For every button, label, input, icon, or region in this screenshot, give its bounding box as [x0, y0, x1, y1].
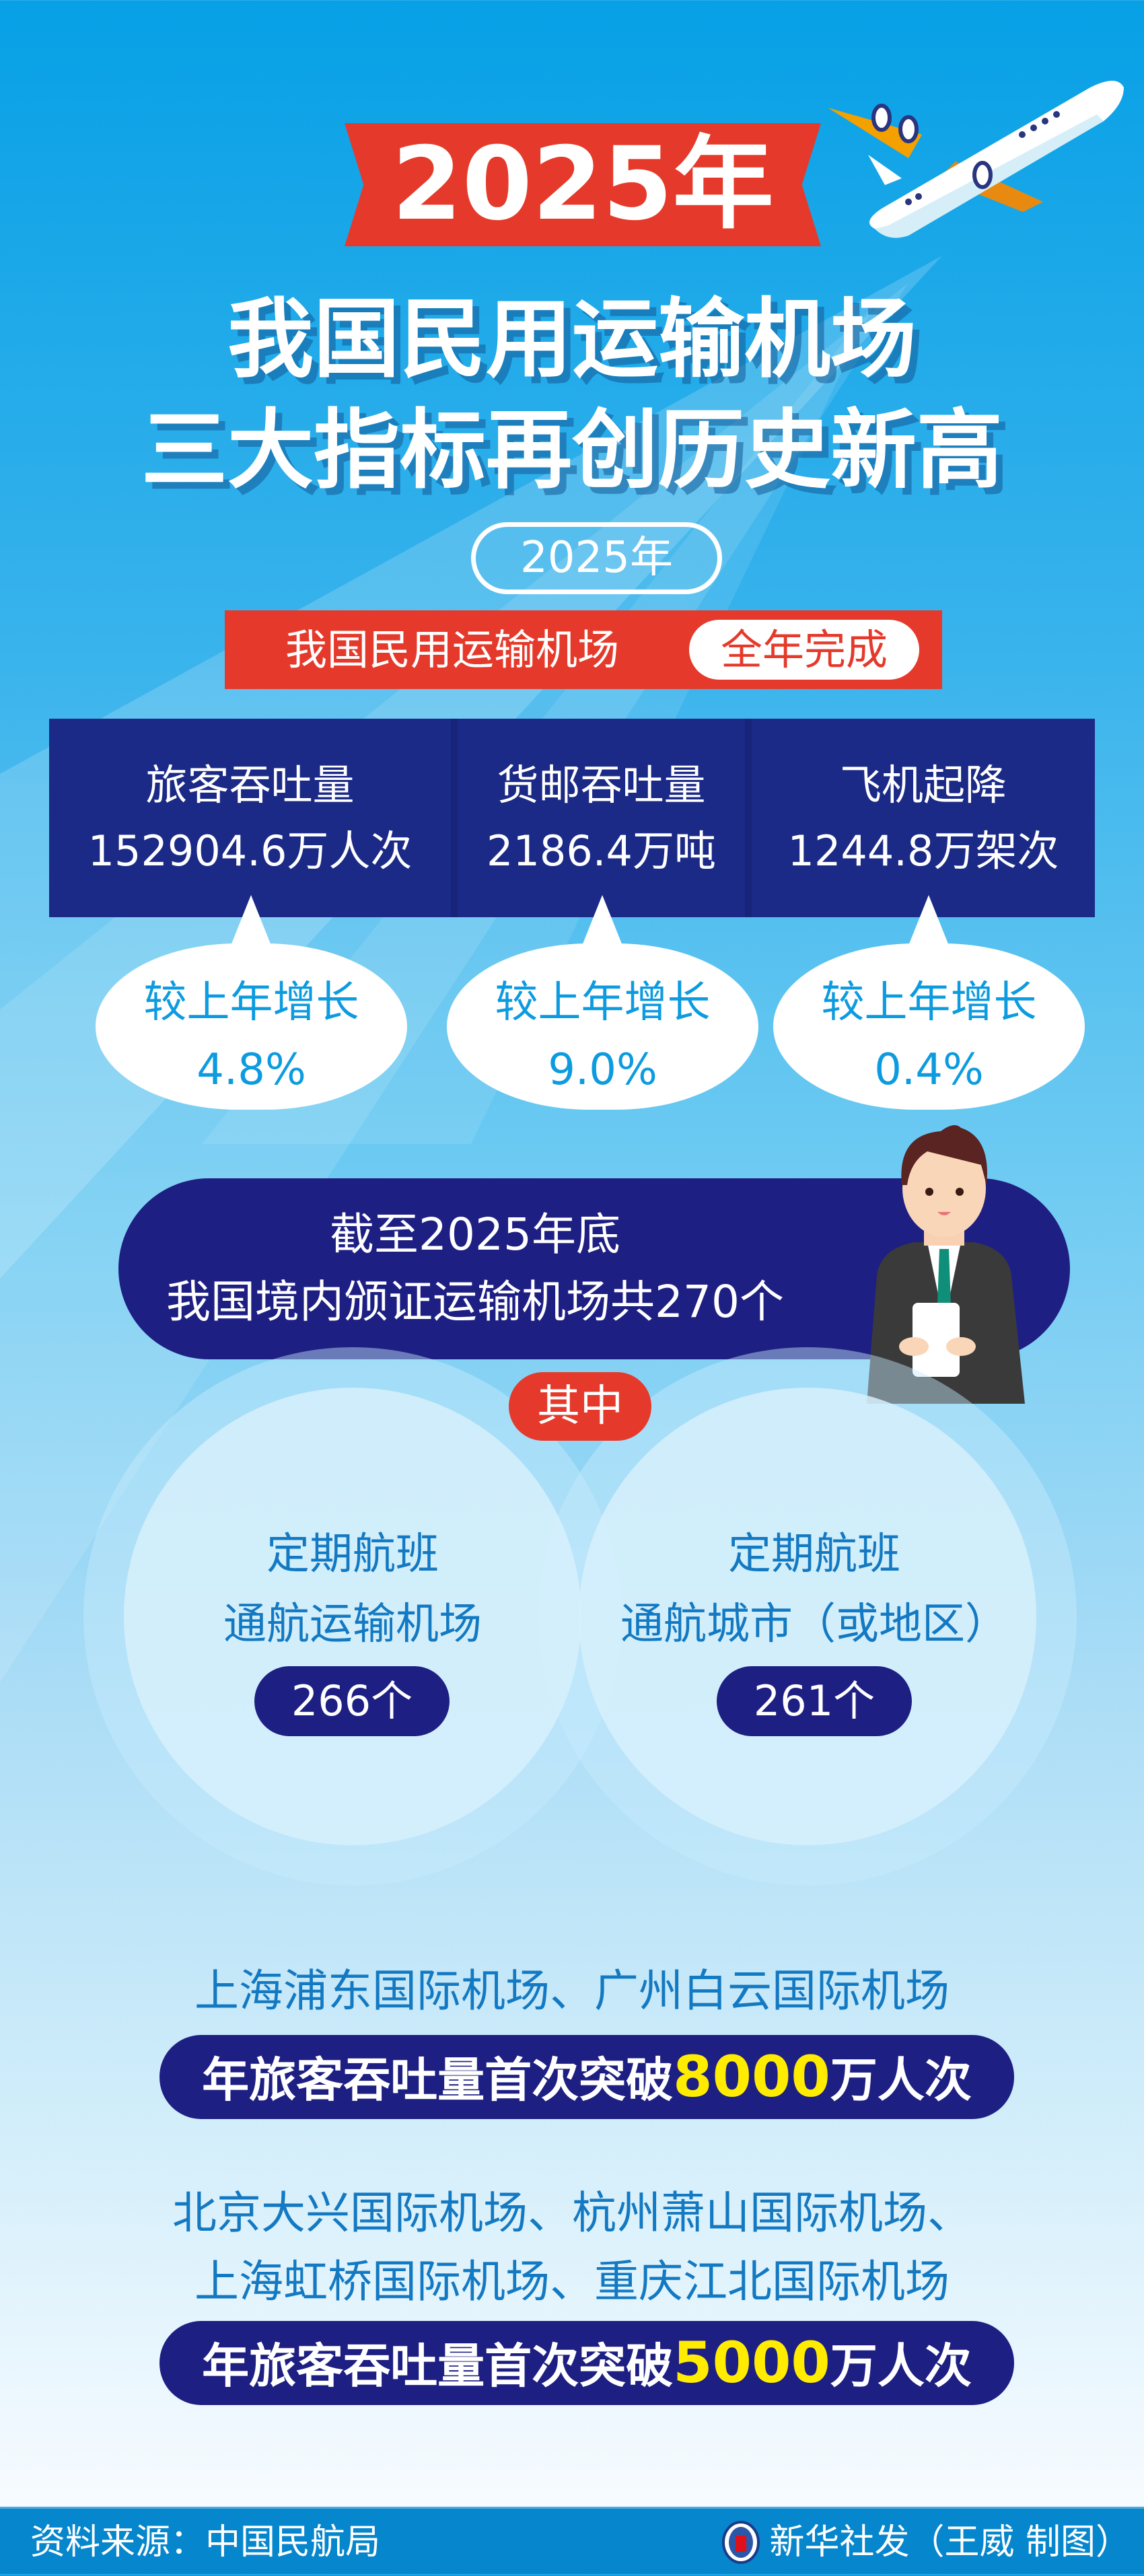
circle-line2: 通航运输机场 — [223, 1600, 482, 1649]
circle-text: 定期航班 通航运输机场 — [117, 1519, 588, 1659]
milestone-airports: 上海虹桥国际机场、重庆江北国际机场 — [194, 2256, 950, 2307]
credit: 新华社发（王威 制图） — [722, 2509, 1131, 2576]
stat-cargo: 货邮吞吐量 2186.4万吨 — [458, 719, 752, 917]
year-banner: 2025年 — [345, 123, 821, 246]
stat-label: 货邮吞吐量 — [497, 760, 706, 810]
circle-line1: 定期航班 — [266, 1530, 439, 1579]
milestone-suffix: 万人次 — [830, 2338, 972, 2394]
circle-scheduled-cities — [579, 1388, 1036, 1845]
milestone-pill-5000: 年旅客吞吐量首次突破5000万人次 — [159, 2321, 1014, 2405]
milestone-airports: 上海浦东国际机场、广州白云国际机场 — [194, 1965, 950, 2017]
growth-value: 4.8% — [196, 1045, 306, 1095]
stat-value: 1244.8万架次 — [787, 826, 1059, 875]
milestone-suffix: 万人次 — [830, 2052, 972, 2108]
bubble-tail — [229, 895, 273, 949]
growth-value: 0.4% — [874, 1045, 984, 1095]
stat-label: 旅客吞吐量 — [145, 760, 355, 810]
xinhua-logo-icon — [722, 2521, 760, 2564]
growth-label: 较上年增长 — [821, 978, 1037, 1028]
stat-label: 飞机起降 — [839, 760, 1007, 810]
stat-value: 2186.4万吨 — [487, 826, 716, 875]
circle-scheduled-airports — [124, 1388, 581, 1845]
milestone-number: 8000 — [673, 2044, 830, 2110]
circle-line1: 定期航班 — [728, 1530, 900, 1579]
growth-bubble-passenger: 较上年增长 4.8% — [96, 943, 407, 1110]
milestone-prefix: 年旅客吞吐量首次突破 — [202, 2052, 674, 2108]
airplane-icon — [828, 81, 1124, 238]
growth-label: 较上年增长 — [495, 978, 711, 1028]
page-title-line2: 三大指标再创历史新高 — [141, 400, 1003, 501]
milestone-number: 5000 — [673, 2330, 830, 2396]
year-pill: 2025年 — [471, 522, 722, 594]
presenter-illustration — [867, 1125, 1025, 1404]
circle-line2: 通航城市（或地区） — [620, 1600, 1008, 1649]
stat-flights: 飞机起降 1244.8万架次 — [752, 719, 1095, 917]
circle-text: 定期航班 通航城市（或地区） — [579, 1519, 1050, 1659]
milestone-airports: 北京大兴国际机场、杭州萧山国际机场、 — [172, 2187, 972, 2239]
bubble-tail — [581, 895, 624, 949]
growth-value: 9.0% — [548, 1045, 657, 1095]
milestone-pill-8000: 年旅客吞吐量首次突破8000万人次 — [159, 2035, 1014, 2119]
airport-total-line1: 截至2025年底 — [330, 1209, 620, 1260]
count-pill: 261个 — [717, 1666, 912, 1736]
growth-label: 较上年增长 — [143, 978, 359, 1028]
count-pill: 266个 — [254, 1666, 450, 1736]
among-badge: 其中 — [509, 1372, 651, 1441]
stats-panel: 旅客吞吐量 152904.6万人次 货邮吞吐量 2186.4万吨 飞机起降 12… — [49, 719, 1095, 917]
growth-bubble-flights: 较上年增长 0.4% — [773, 943, 1085, 1110]
summary-label: 我国民用运输机场 — [285, 625, 620, 674]
milestone-prefix: 年旅客吞吐量首次突破 — [202, 2338, 674, 2394]
airport-total-line2: 我国境内颁证运输机场共270个 — [166, 1276, 784, 1328]
summary-bar: 我国民用运输机场 全年完成 — [225, 610, 942, 689]
summary-badge: 全年完成 — [689, 620, 919, 680]
footer: 资料来源：中国民航局 新华社发（王威 制图） — [0, 2507, 1144, 2574]
page-title-line1: 我国民用运输机场 — [227, 289, 917, 390]
stat-value: 152904.6万人次 — [87, 826, 413, 875]
growth-bubble-cargo: 较上年增长 9.0% — [447, 943, 758, 1110]
stat-passenger: 旅客吞吐量 152904.6万人次 — [49, 719, 458, 917]
credit-text: 新华社发（王威 制图） — [769, 2522, 1131, 2563]
bubble-tail — [907, 895, 950, 949]
data-source: 资料来源：中国民航局 — [30, 2522, 381, 2563]
